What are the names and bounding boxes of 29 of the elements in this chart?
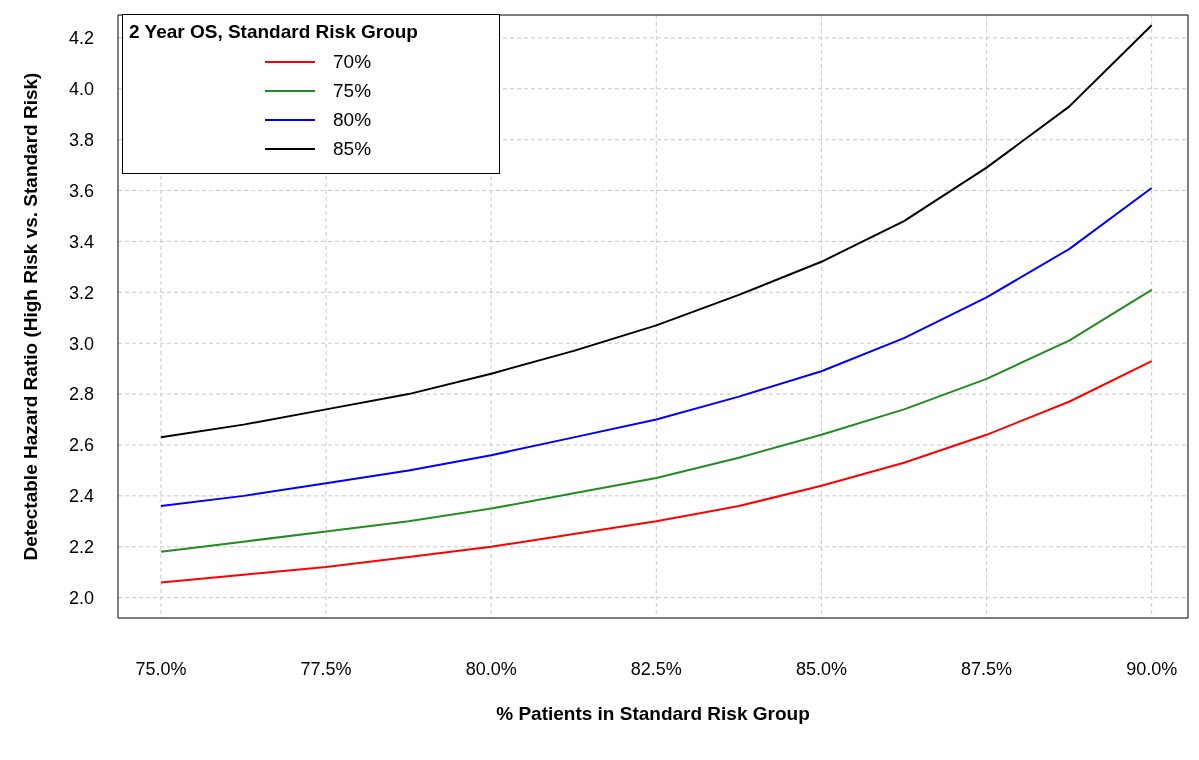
legend-label: 85% [333,137,372,160]
y-tick-label: 2.4 [68,486,94,507]
y-tick-label: 3.4 [68,231,94,252]
y-tick-label: 2.6 [68,435,94,456]
line-series [159,360,1153,584]
legend-label: 75% [333,79,372,102]
x-tick-label: 80.0% [465,658,517,679]
legend-label: 80% [333,108,372,131]
x-tick-label: 77.5% [300,658,352,679]
y-tick-label: 3.2 [68,282,94,303]
x-tick-label: 75.0% [135,658,187,679]
y-tick-label: 2.0 [68,588,94,609]
legend-title: 2 Year OS, Standard Risk Group [129,21,419,43]
y-tick-label: 2.8 [68,384,94,405]
x-axis-title: % Patients in Standard Risk Group [496,703,810,724]
y-tick-label: 3.6 [68,180,94,201]
x-tick-label: 82.5% [630,658,682,679]
y-tick-label: 4.0 [68,79,94,100]
line-series [159,187,1153,508]
line-series [159,288,1153,553]
legend-label: 70% [333,50,372,73]
x-tick-label: 90.0% [1126,658,1178,679]
y-tick-label: 4.2 [68,28,94,49]
x-tick-label: 87.5% [961,658,1013,679]
y-tick-label: 2.2 [68,537,94,558]
y-tick-label: 3.0 [68,333,94,354]
y-axis-title: Detectable Hazard Ratio (High Risk vs. Standard Risk) [19,72,41,561]
x-tick-label: 85.0% [795,658,847,679]
y-tick-label: 3.8 [68,130,94,151]
